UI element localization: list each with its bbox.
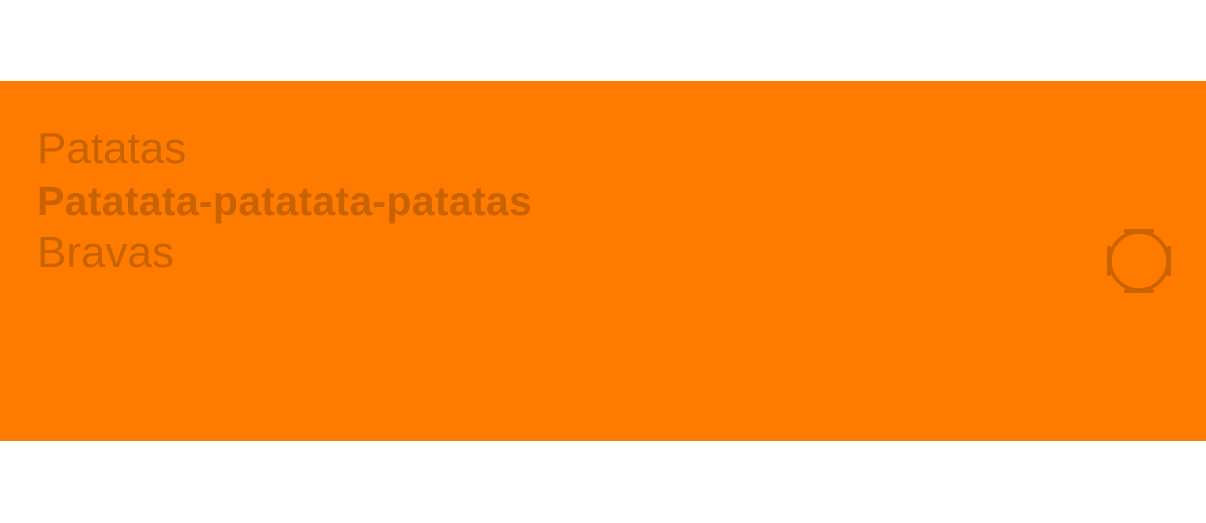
card-text-block: Patatas Patatata-patatata-patatas Bravas	[37, 123, 532, 279]
card-line-3: Bravas	[37, 228, 174, 277]
card-line-1: Patatas	[37, 124, 187, 173]
card-line-2: Patatata-patatata-patatas	[37, 178, 533, 224]
orange-card[interactable]	[0, 81, 1206, 441]
ring-indicator-icon[interactable]	[1106, 228, 1172, 294]
